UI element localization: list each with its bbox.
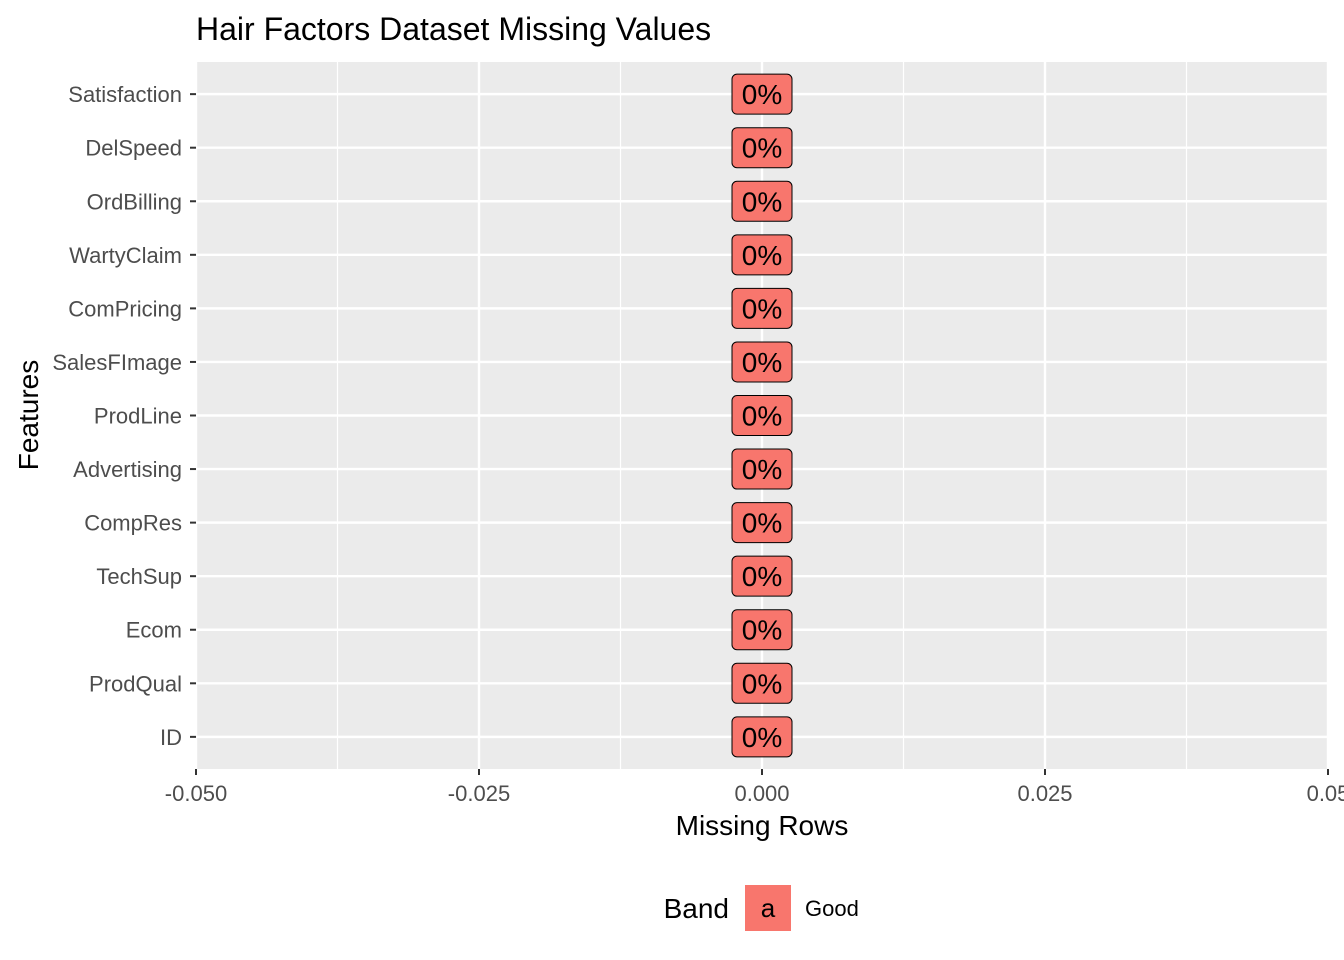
data-label-text: 0% <box>742 186 782 217</box>
x-axis-title: Missing Rows <box>676 810 849 841</box>
legend-title: Band <box>664 893 729 924</box>
data-label-box <box>731 662 793 704</box>
y-tick-label: OrdBilling <box>87 189 182 214</box>
legend: Band a Good <box>664 885 859 931</box>
data-label-text: 0% <box>742 615 782 646</box>
data-label: 0% <box>731 502 793 544</box>
data-label: 0% <box>731 662 793 704</box>
data-label-text: 0% <box>742 347 782 378</box>
data-label-text: 0% <box>742 722 782 753</box>
data-label-box <box>731 609 793 651</box>
y-tick-label: ProdLine <box>94 404 182 429</box>
data-label-box <box>731 234 793 276</box>
data-label-box <box>731 341 793 383</box>
data-label-text: 0% <box>742 293 782 324</box>
data-label-text: 0% <box>742 240 782 271</box>
y-tick-label: ProdQual <box>89 671 182 696</box>
y-tick-label: ID <box>160 725 182 750</box>
y-axis: ID ProdQual Ecom TechSup CompRes Advertising P… <box>52 82 196 750</box>
data-label-text: 0% <box>742 133 782 164</box>
y-axis-title: Features <box>13 360 44 471</box>
x-tick-label: -0.050 <box>165 781 227 806</box>
data-label: 0% <box>731 127 793 169</box>
x-axis: -0.050 -0.025 0.000 0.025 0.05 <box>165 769 1344 806</box>
data-label-text: 0% <box>742 508 782 539</box>
legend-item-label: Good <box>805 896 859 921</box>
y-tick-label: Advertising <box>73 457 182 482</box>
y-tick-label: Ecom <box>126 618 182 643</box>
data-label: 0% <box>731 287 793 329</box>
data-label-box <box>731 180 793 222</box>
data-label-box <box>731 555 793 597</box>
y-tick-label: ComPricing <box>68 296 182 321</box>
data-label-text: 0% <box>742 79 782 110</box>
y-tick-label: TechSup <box>96 564 182 589</box>
data-label: 0% <box>731 73 793 115</box>
data-label: 0% <box>731 609 793 651</box>
y-tick-label: Satisfaction <box>68 82 182 107</box>
y-tick-label: WartyClaim <box>69 243 182 268</box>
data-label-box <box>731 395 793 436</box>
x-tick-label: 0.025 <box>1017 781 1072 806</box>
data-label: 0% <box>731 341 793 383</box>
data-label: 0% <box>731 716 793 758</box>
data-label: 0% <box>731 234 793 276</box>
y-tick-label: CompRes <box>84 511 182 536</box>
data-label-box <box>731 448 793 490</box>
data-label-text: 0% <box>742 454 782 485</box>
data-label-box <box>731 716 793 758</box>
data-label-box <box>731 73 793 115</box>
x-tick-label: -0.025 <box>448 781 510 806</box>
data-label: 0% <box>731 555 793 597</box>
data-label-box <box>731 502 793 544</box>
data-labels: 0% 0% 0% 0% 0% 0% 0% 0% 0% 0% 0% 0% 0% <box>731 73 793 758</box>
x-tick-label: 0.000 <box>734 781 789 806</box>
data-label: 0% <box>731 395 793 436</box>
data-label: 0% <box>731 180 793 222</box>
data-label: 0% <box>731 448 793 490</box>
data-label-text: 0% <box>742 668 782 699</box>
x-tick-label: 0.05 <box>1307 781 1344 806</box>
y-tick-label: SalesFImage <box>52 350 182 375</box>
data-label-box <box>731 287 793 329</box>
legend-key <box>745 885 791 931</box>
data-label-text: 0% <box>742 401 782 432</box>
y-tick-label: DelSpeed <box>85 136 182 161</box>
legend-key-letter: a <box>761 893 776 923</box>
chart-title: Hair Factors Dataset Missing Values <box>196 11 711 47</box>
data-label-text: 0% <box>742 561 782 592</box>
data-label-box <box>731 127 793 169</box>
